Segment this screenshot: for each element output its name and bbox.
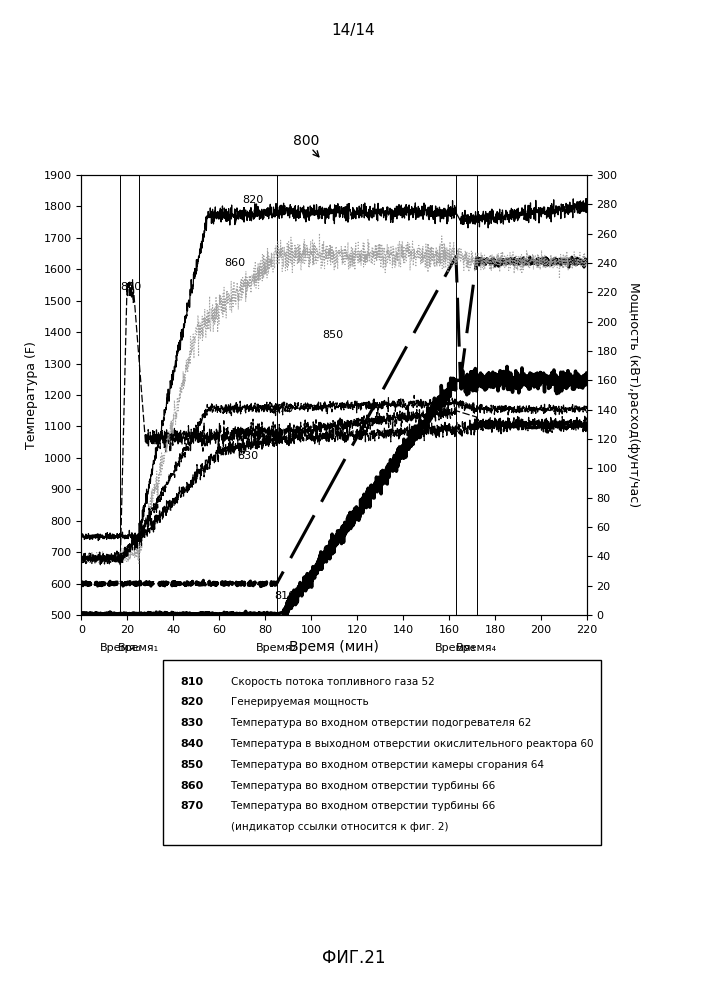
Text: 830: 830: [180, 718, 203, 728]
Text: 820: 820: [242, 195, 264, 205]
Text: Температура во входном отверстии турбины 66: Температура во входном отверстии турбины…: [230, 781, 496, 791]
Text: 860: 860: [180, 781, 204, 791]
Text: 870: 870: [180, 801, 204, 811]
Text: Время₂: Время₂: [256, 643, 297, 653]
Text: Температура во входном отверстии турбины 66: Температура во входном отверстии турбины…: [230, 801, 496, 811]
Text: 830: 830: [238, 451, 259, 461]
Text: Температура во входном отверстии подогревателя 62: Температура во входном отверстии подогре…: [230, 718, 532, 728]
Text: 850: 850: [322, 330, 344, 340]
Y-axis label: Температура (F): Температура (F): [25, 341, 38, 449]
Text: 800: 800: [293, 134, 320, 148]
Text: Генерируемая мощность: Генерируемая мощность: [230, 697, 368, 707]
Text: 810: 810: [274, 591, 296, 601]
Text: 840: 840: [120, 282, 141, 292]
Text: 840: 840: [180, 739, 204, 749]
Text: 820: 820: [180, 697, 204, 707]
Text: 850: 850: [180, 760, 203, 770]
Text: Скорость потока топливного газа 52: Скорость потока топливного газа 52: [230, 677, 434, 687]
Text: Время₁: Время₁: [118, 643, 159, 653]
Text: Температура во входном отверстии камеры сгорания 64: Температура во входном отверстии камеры …: [230, 760, 544, 770]
Text: Температура в выходном отверстии окислительного реактора 60: Температура в выходном отверстии окислит…: [230, 739, 594, 749]
Text: 810: 810: [180, 677, 204, 687]
Text: Время₀: Время₀: [100, 643, 141, 653]
Text: Время₃: Время₃: [436, 643, 477, 653]
Y-axis label: Мощность (кВт),расход(фунт/час): Мощность (кВт),расход(фунт/час): [627, 282, 640, 508]
Text: 870: 870: [272, 404, 293, 414]
Text: ФИГ.21: ФИГ.21: [322, 949, 385, 967]
Text: (индикатор ссылки относится к фиг. 2): (индикатор ссылки относится к фиг. 2): [230, 822, 448, 832]
Text: 14/14: 14/14: [332, 23, 375, 38]
Text: Время₄: Время₄: [456, 643, 497, 653]
X-axis label: Время (мин): Время (мин): [289, 640, 379, 654]
Text: 860: 860: [223, 258, 245, 268]
FancyBboxPatch shape: [163, 660, 601, 845]
